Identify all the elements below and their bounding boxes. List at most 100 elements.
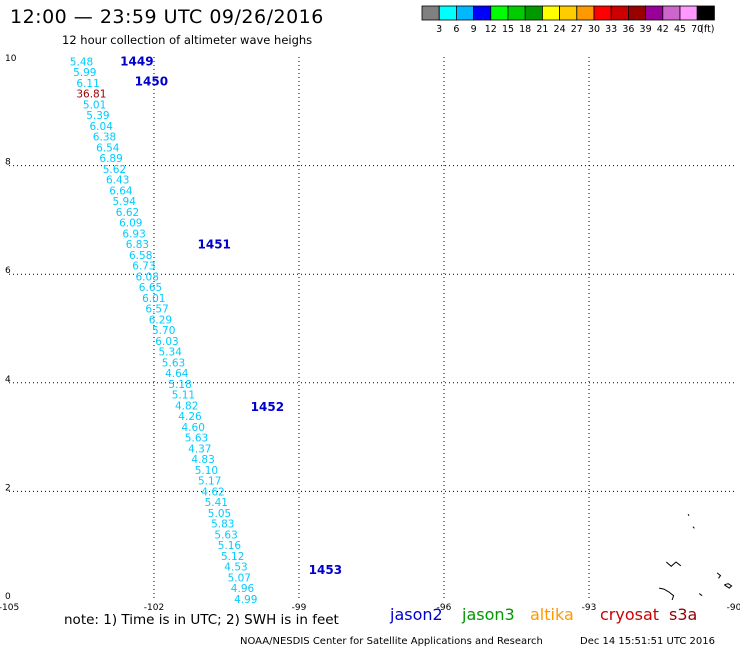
swh-value: 5.70 [152, 325, 175, 337]
swh-value: 6.03 [155, 336, 178, 348]
swh-value: 5.16 [218, 540, 242, 552]
swh-value: 6.29 [149, 315, 172, 327]
swh-value: 6.93 [122, 229, 145, 241]
swh-value: 6.64 [109, 185, 133, 197]
wave-height-colorbar: 3 6 9 12 15 18 21 24 27 30 33 36 39 42 45 70(ft) [421, 5, 715, 35]
swh-value: 6.04 [90, 121, 114, 133]
colorbar-label: 24 [554, 24, 566, 35]
swh-value: 6.89 [99, 153, 122, 165]
swh-value: 6.08 [136, 272, 159, 284]
swh-value: 4.53 [224, 562, 247, 574]
swh-value: 5.18 [168, 379, 191, 391]
mission-s3a: s3a [669, 605, 698, 624]
y-tick-label: 0 [5, 592, 11, 602]
mission-altika: altika [530, 605, 574, 624]
y-tick-label: 6 [5, 266, 11, 276]
colorbar-label: 27 [571, 24, 583, 35]
colorbar-label: 21 [536, 24, 548, 35]
swh-value: 5.10 [195, 465, 218, 477]
swh-value: 5.48 [70, 56, 93, 68]
swh-value: 6.65 [139, 282, 162, 294]
time-label: 1450 [135, 74, 168, 88]
swh-value: 5.41 [205, 497, 228, 509]
y-tick-label: 2 [5, 483, 11, 493]
swh-value: 4.26 [178, 411, 202, 423]
y-tick-label: 4 [5, 375, 11, 385]
swh-value: 5.05 [208, 508, 231, 520]
time-label: 1451 [198, 237, 231, 251]
x-tick-label: -93 [582, 603, 597, 610]
x-tick-label: -102 [144, 603, 164, 610]
x-tick-label: -105 [0, 603, 19, 610]
coastline-segment [658, 587, 675, 601]
chart-subtitle: 12 hour collection of altimeter wave hei… [62, 33, 313, 47]
y-tick-label: 10 [5, 54, 17, 64]
swh-value: 5.83 [211, 519, 234, 531]
swh-value: 5.62 [103, 164, 126, 176]
swh-value: 4.96 [231, 583, 255, 595]
mission-jason2: jason2 [390, 605, 443, 624]
coastline-segment [698, 593, 703, 597]
swh-value: 4.62 [201, 487, 224, 499]
x-tick-label: -90 [727, 603, 740, 610]
swh-value: 5.01 [83, 99, 106, 111]
time-label: 1453 [309, 563, 342, 577]
swh-value: 5.17 [198, 476, 221, 488]
colorbar-label: 33 [605, 24, 617, 35]
units-note: note: 1) Time is in UTC; 2) SWH is in fe… [64, 612, 339, 628]
page-title: 12:00 — 23:59 UTC 09/26/2016 [10, 6, 324, 28]
swh-value: 6.83 [126, 239, 149, 251]
swh-value: 4.37 [188, 444, 211, 456]
coastline-segment [692, 526, 695, 529]
swh-value: 6.73 [132, 261, 155, 273]
swh-value: 5.63 [214, 530, 237, 542]
x-tick-label: -96 [437, 603, 452, 610]
swh-value: 5.07 [228, 573, 251, 585]
colorbar-unit: (ft) [700, 24, 714, 35]
colorbar-label: 45 [674, 24, 686, 35]
colorbar-label: 6 [453, 24, 459, 35]
mission-cryosat: cryosat [600, 605, 660, 624]
colorbar-label: 15 [502, 24, 514, 35]
swh-value: 6.62 [116, 207, 139, 219]
colorbar-label: 9 [471, 24, 477, 35]
swh-value: 36.81 [76, 89, 106, 101]
x-tick-label: -99 [292, 603, 307, 610]
colorbar-label: 70 [691, 24, 703, 35]
swh-value: 4.60 [182, 422, 205, 434]
mission-jason3: jason3 [462, 605, 515, 624]
swh-value: 5.39 [86, 110, 109, 122]
time-label: 1452 [251, 400, 284, 414]
colorbar-label: 18 [519, 24, 531, 35]
swh-value: 4.99 [234, 594, 257, 606]
coastline-segment [724, 583, 733, 589]
swh-value: 6.54 [96, 142, 120, 154]
y-tick-label: 8 [5, 158, 11, 168]
swh-value: 6.09 [119, 218, 142, 230]
colorbar-label: 42 [657, 24, 669, 35]
swh-value: 6.11 [76, 78, 99, 90]
swh-value: 6.01 [142, 293, 165, 305]
swh-value: 6.57 [145, 304, 168, 316]
swh-value: 5.12 [221, 551, 244, 563]
coastline-segment [687, 513, 690, 517]
colorbar-label: 3 [436, 24, 442, 35]
coastline-segment [665, 561, 682, 567]
footer-timestamp: Dec 14 15:51:51 UTC 2016 [580, 636, 715, 647]
colorbar-label: 36 [622, 24, 634, 35]
time-label: 1449 [120, 54, 153, 68]
swh-value: 5.34 [159, 347, 183, 359]
colorbar-swatch [696, 5, 715, 21]
swh-value: 5.99 [73, 67, 96, 79]
swh-value: 4.82 [175, 401, 198, 413]
colorbar-label: 12 [485, 24, 497, 35]
swh-value: 4.64 [165, 368, 189, 380]
swh-value: 5.63 [185, 433, 208, 445]
coastline-segment [716, 572, 722, 579]
swh-value: 5.63 [162, 358, 185, 370]
colorbar-label: 30 [588, 24, 600, 35]
swh-value: 6.38 [93, 132, 116, 144]
footer-credit: NOAA/NESDIS Center for Satellite Applica… [240, 636, 543, 647]
swh-value: 6.58 [129, 250, 152, 262]
swh-value: 5.11 [172, 390, 195, 402]
